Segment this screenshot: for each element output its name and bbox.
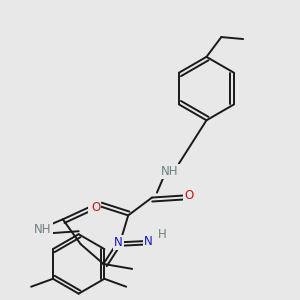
- Text: O: O: [89, 200, 98, 213]
- Text: NH: NH: [34, 223, 52, 236]
- Text: NH: NH: [161, 165, 178, 178]
- Text: H: H: [158, 228, 166, 241]
- Text: O: O: [91, 201, 100, 214]
- Text: O: O: [184, 189, 193, 202]
- Text: N: N: [114, 236, 123, 249]
- Text: N: N: [144, 235, 152, 248]
